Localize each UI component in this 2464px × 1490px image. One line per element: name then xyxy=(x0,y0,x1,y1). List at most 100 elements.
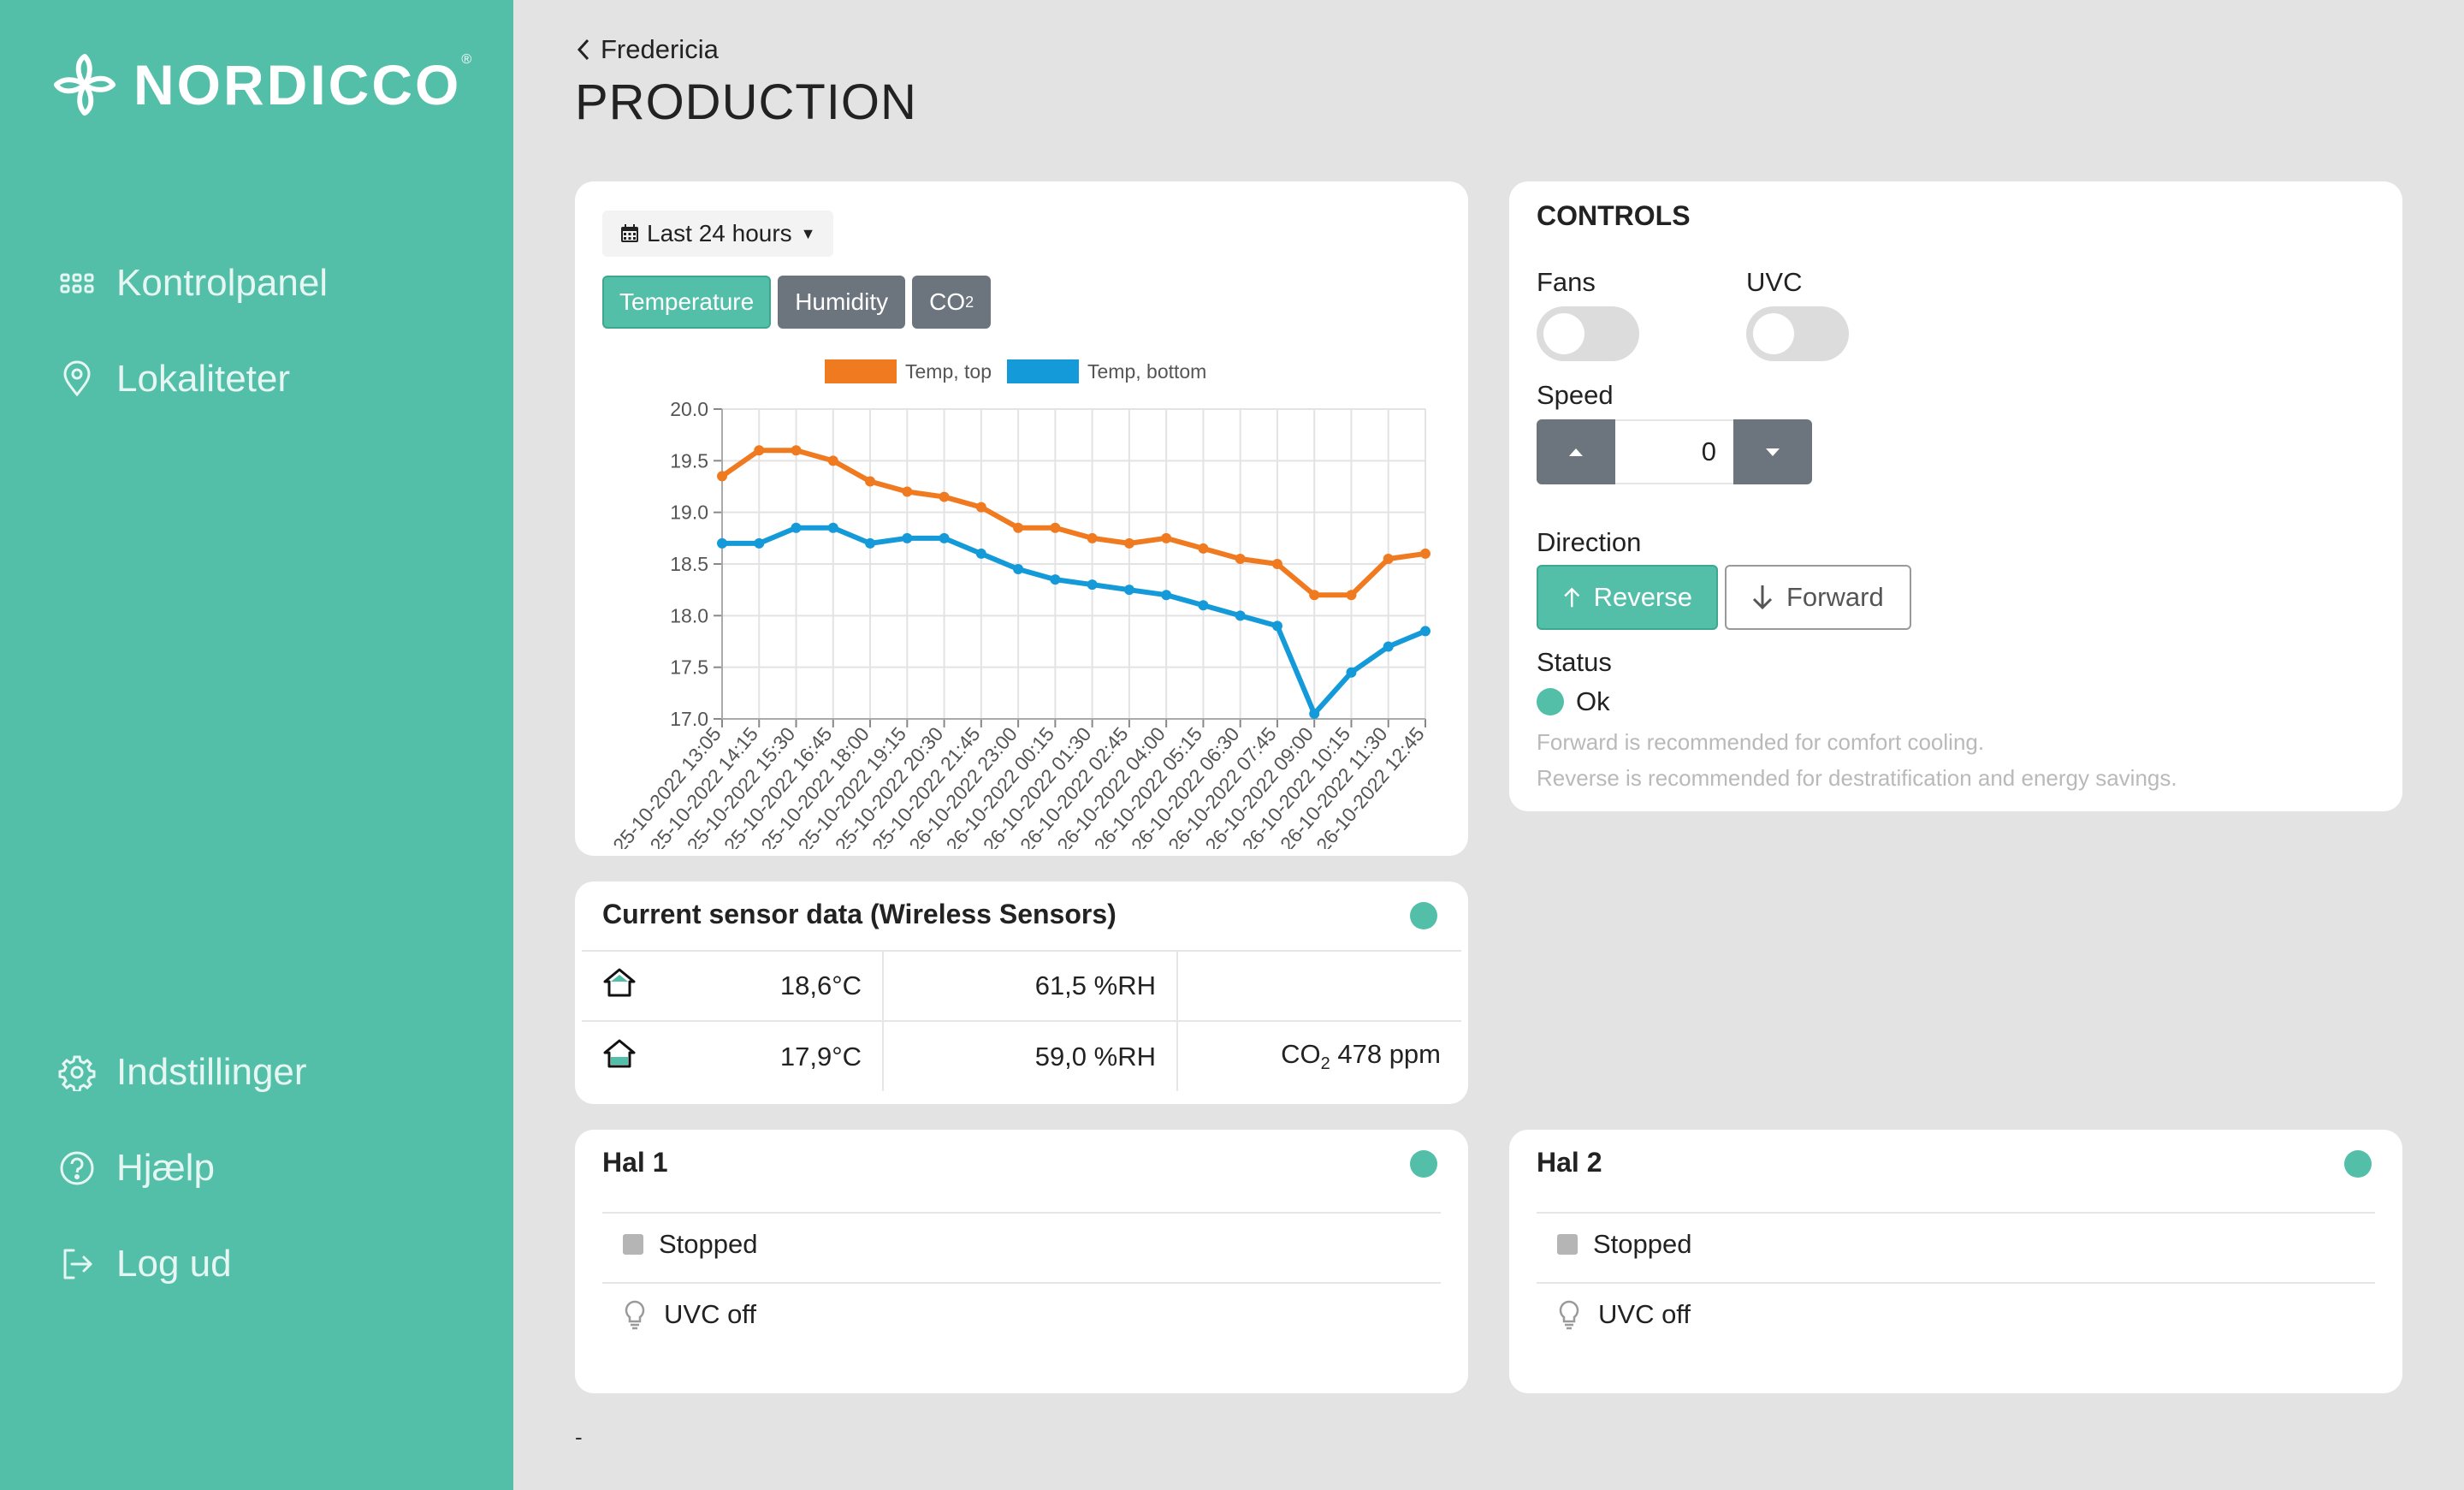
data-point xyxy=(1123,537,1134,549)
hal2-uvc: UVC off xyxy=(1598,1299,1691,1329)
speed-increase-button[interactable] xyxy=(1537,419,1615,484)
sensor-card: Current sensor data (Wireless Sensors) 1… xyxy=(575,882,1468,1104)
fans-toggle[interactable] xyxy=(1537,306,1639,361)
divider xyxy=(1537,1282,2375,1284)
nav-lokaliteter-label: Lokaliteter xyxy=(116,358,291,400)
data-point xyxy=(1123,585,1134,596)
hal1-state: Stopped xyxy=(659,1229,758,1259)
divider xyxy=(602,1212,1441,1214)
speed-input[interactable] xyxy=(1615,419,1733,484)
hal2-uvc-row: UVC off xyxy=(1557,1299,1691,1330)
hal2-status-dot xyxy=(2344,1150,2372,1178)
data-point xyxy=(1271,620,1282,632)
caret-down-icon: ▼ xyxy=(800,224,816,242)
tab-co2-subscript: 2 xyxy=(965,293,974,311)
status-label: Status xyxy=(1537,647,1612,677)
reverse-button[interactable]: Reverse xyxy=(1537,565,1718,630)
sensor-temp-top: 18,6°C xyxy=(657,950,884,1021)
data-point xyxy=(975,548,986,559)
nav-indstillinger[interactable]: Indstillinger xyxy=(58,1051,307,1094)
chevron-left-icon xyxy=(577,39,589,61)
uvc-toggle-knob xyxy=(1753,313,1794,354)
metric-tabs: Temperature Humidity CO 2 xyxy=(602,276,992,329)
nav-lokaliteter[interactable]: Lokaliteter xyxy=(58,358,290,401)
tab-temperature-label: Temperature xyxy=(619,288,755,315)
data-point xyxy=(1309,708,1320,719)
data-point xyxy=(754,445,765,456)
sidebar: NORDICCO® Kontrolpanel Lokaliteter Indst… xyxy=(0,0,513,1490)
hal1-title: Hal 1 xyxy=(602,1147,668,1178)
y-tick-label: 17.0 xyxy=(670,708,708,730)
data-point xyxy=(1087,579,1098,591)
lightbulb-icon xyxy=(625,1300,645,1330)
brand-name: NORDICCO® xyxy=(133,52,475,116)
caret-down-icon xyxy=(1766,448,1780,456)
time-range-dropdown[interactable]: Last 24 hours ▼ xyxy=(602,211,833,257)
legend-swatch-1 xyxy=(1007,359,1079,383)
series-line-1 xyxy=(722,525,1427,716)
nav-hjaelp-label: Hjælp xyxy=(116,1147,215,1189)
arrow-down-icon xyxy=(1752,585,1773,610)
status-row: Ok xyxy=(1537,686,1610,717)
direction-label: Direction xyxy=(1537,527,1642,557)
back-link[interactable]: Fredericia xyxy=(575,34,719,65)
brand-logo[interactable]: NORDICCO® xyxy=(51,51,474,118)
gear-icon xyxy=(58,1055,96,1091)
data-point xyxy=(1346,667,1357,678)
data-point xyxy=(1271,559,1282,569)
nav-log-ud[interactable]: Log ud xyxy=(58,1243,232,1285)
sensor-table: 18,6°C 61,5 %RH 17,9°C 59,0 %RH CO2 478 … xyxy=(582,950,1461,1091)
y-tick-label: 19.0 xyxy=(670,502,708,524)
tab-temperature[interactable]: Temperature xyxy=(602,276,772,329)
uvc-label: UVC xyxy=(1746,267,1803,297)
hal1-uvc: UVC off xyxy=(664,1299,756,1329)
logout-icon xyxy=(63,1249,92,1279)
house-bottom-icon xyxy=(603,1039,636,1067)
y-tick-label: 18.0 xyxy=(670,604,708,626)
data-point xyxy=(939,532,950,543)
help-circle-icon xyxy=(60,1151,94,1185)
y-tick-label: 19.5 xyxy=(670,449,708,472)
stop-icon xyxy=(1557,1234,1578,1255)
fans-label: Fans xyxy=(1537,267,1596,297)
speed-decrease-button[interactable] xyxy=(1733,419,1812,484)
divider xyxy=(602,1282,1441,1284)
time-range-label: Last 24 hours xyxy=(647,220,792,246)
speed-stepper xyxy=(1537,419,1812,484)
grid-icon xyxy=(60,273,94,294)
back-link-label: Fredericia xyxy=(601,34,719,64)
data-point xyxy=(1198,543,1209,554)
divider xyxy=(1537,1212,2375,1214)
data-point xyxy=(902,486,913,497)
speed-label: Speed xyxy=(1537,380,1614,410)
data-point xyxy=(939,491,950,502)
footer-text: - xyxy=(575,1424,583,1450)
data-point xyxy=(1235,610,1246,621)
hint-forward: Forward is recommended for comfort cooli… xyxy=(1537,729,1985,755)
caret-up-icon xyxy=(1569,448,1583,456)
nav-hjaelp[interactable]: Hjælp xyxy=(58,1147,215,1190)
legend-label-1: Temp, bottom xyxy=(1087,360,1206,383)
tab-humidity[interactable]: Humidity xyxy=(778,276,906,329)
status-value: Ok xyxy=(1576,686,1610,716)
hal2-card: Hal 2 Stopped UVC off xyxy=(1509,1130,2402,1393)
co2-prefix: CO xyxy=(1281,1038,1321,1069)
controls-card: CONTROLS Fans UVC Speed Direction Revers… xyxy=(1509,181,2402,811)
tab-co2-label: CO xyxy=(929,288,966,315)
sensor-humidity-top: 61,5 %RH xyxy=(883,950,1178,1021)
data-point xyxy=(1420,548,1430,559)
data-point xyxy=(1309,590,1320,601)
forward-button[interactable]: Forward xyxy=(1725,565,1911,630)
data-point xyxy=(1087,532,1098,543)
data-point xyxy=(827,522,838,533)
hal2-state: Stopped xyxy=(1593,1229,1692,1259)
data-point xyxy=(1013,522,1024,533)
nav-kontrolpanel[interactable]: Kontrolpanel xyxy=(58,262,328,305)
data-point xyxy=(827,455,838,466)
data-point xyxy=(1050,522,1061,533)
sensor-row-icon-cell xyxy=(582,950,657,1021)
tab-co2[interactable]: CO 2 xyxy=(912,276,992,329)
hal1-state-row: Stopped xyxy=(623,1229,758,1260)
page-title: PRODUCTION xyxy=(575,74,917,130)
uvc-toggle[interactable] xyxy=(1746,306,1849,361)
